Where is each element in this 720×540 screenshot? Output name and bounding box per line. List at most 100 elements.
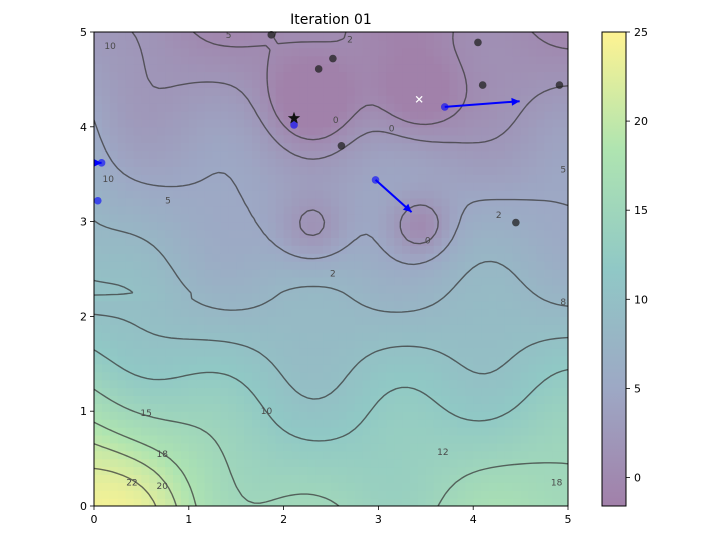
heatmap-cell (101, 474, 111, 483)
heatmap-cell (149, 308, 158, 317)
heatmap-cell (410, 111, 419, 120)
heatmap-cell (528, 474, 537, 483)
heatmap-cell (441, 55, 451, 65)
heatmap-cell (496, 166, 506, 175)
particle-blue (371, 176, 380, 184)
heatmap-cell (346, 158, 356, 167)
heatmap-cell (259, 419, 269, 428)
heatmap-cell (157, 419, 166, 428)
heatmap-cell (504, 292, 514, 302)
heatmap-cell (141, 269, 150, 278)
heatmap-cell (496, 340, 506, 349)
heatmap-cell (204, 450, 214, 460)
heatmap-cell (402, 434, 411, 444)
heatmap-cell (465, 442, 474, 452)
heatmap-cell (378, 490, 387, 499)
heatmap-cell (560, 387, 568, 396)
heatmap-cell (528, 292, 537, 302)
heatmap-cell (386, 134, 395, 144)
heatmap-cell (370, 47, 379, 57)
heatmap-cell (244, 419, 253, 428)
heatmap-cell (133, 71, 142, 80)
heatmap-cell (457, 39, 466, 49)
heatmap-cell (259, 269, 269, 278)
heatmap-cell (433, 79, 443, 88)
heatmap-cell (378, 63, 387, 73)
heatmap-cell (188, 261, 198, 270)
heatmap-cell (196, 355, 206, 365)
heatmap-cell (236, 324, 245, 333)
heatmap-cell (394, 450, 403, 460)
heatmap-cell (149, 442, 158, 452)
heatmap-cell (473, 316, 482, 325)
heatmap-cell (228, 482, 237, 491)
heatmap-cell (560, 395, 568, 404)
x-tick-label: 4 (470, 513, 477, 526)
heatmap-cell (220, 434, 229, 444)
heatmap-cell (512, 182, 522, 191)
heatmap-cell (157, 292, 166, 302)
heatmap-cell (267, 498, 277, 506)
heatmap-cell (133, 308, 142, 317)
heatmap-cell (417, 174, 427, 183)
heatmap-cell (173, 261, 182, 270)
heatmap-cell (220, 371, 229, 381)
heatmap-cell (141, 300, 150, 310)
heatmap-cell (370, 269, 379, 278)
heatmap-cell (457, 166, 466, 175)
heatmap-cell (323, 482, 332, 491)
contour-label: 20 (157, 482, 169, 492)
heatmap-cell (101, 190, 111, 199)
heatmap-cell (362, 221, 372, 231)
heatmap-cell (141, 126, 150, 136)
heatmap-cell (267, 427, 277, 436)
heatmap-cell (417, 434, 427, 444)
heatmap-cell (117, 316, 127, 325)
heatmap-cell (101, 47, 111, 57)
heatmap-cell (331, 39, 340, 49)
heatmap-cell (244, 142, 253, 152)
heatmap-cell (125, 158, 135, 167)
heatmap-cell (173, 79, 182, 88)
heatmap-cell (457, 237, 466, 246)
heatmap-cell (354, 348, 364, 357)
heatmap-cell (489, 197, 498, 207)
heatmap-cell (560, 348, 568, 357)
heatmap-cell (228, 316, 237, 325)
heatmap-cell (180, 213, 190, 223)
heatmap-cell (323, 316, 332, 325)
heatmap-cell (449, 174, 458, 183)
heatmap-cell (410, 442, 419, 452)
heatmap-cell (520, 411, 530, 420)
heatmap-cell (188, 205, 198, 215)
heatmap-cell (117, 118, 127, 128)
heatmap-cell (457, 340, 466, 349)
heatmap-cell (180, 182, 190, 191)
heatmap-cell (291, 292, 300, 302)
heatmap-cell (496, 32, 506, 41)
heatmap-cell (165, 174, 174, 183)
heatmap-cell (402, 63, 411, 73)
heatmap-cell (410, 379, 419, 389)
heatmap-cell (457, 276, 466, 286)
heatmap-cell (291, 158, 300, 167)
heatmap-cell (94, 403, 103, 412)
heatmap-cell (157, 205, 166, 215)
heatmap-cell (331, 245, 340, 254)
heatmap-cell (417, 87, 427, 96)
heatmap-cell (512, 379, 522, 389)
heatmap-cell (252, 261, 261, 270)
heatmap-cell (386, 213, 395, 223)
heatmap-cell (101, 284, 111, 294)
heatmap-cell (165, 47, 174, 57)
heatmap-cell (323, 118, 332, 128)
heatmap-cell (520, 348, 530, 357)
contour-label: 8 (560, 298, 566, 308)
heatmap-cell (141, 103, 150, 112)
heatmap-cell (157, 442, 166, 452)
heatmap-cell (473, 490, 482, 499)
heatmap-cell (362, 324, 372, 333)
heatmap-cell (157, 221, 166, 231)
heatmap-cell (196, 498, 206, 506)
heatmap-cell (457, 300, 466, 310)
